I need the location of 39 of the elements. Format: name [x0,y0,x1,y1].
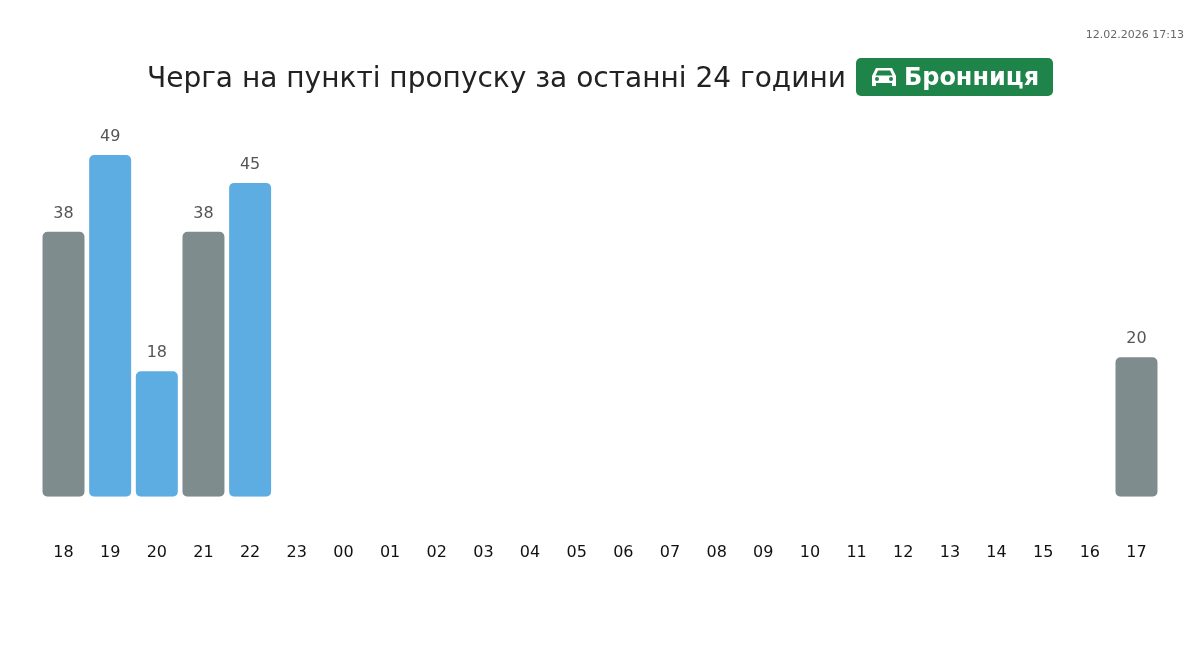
data-label: 49 [99,126,121,146]
x-tick-label: 14 [986,541,1007,561]
bar [229,182,272,497]
x-tick-label: 04 [519,541,541,561]
x-tick-label: 13 [939,541,961,561]
data-label: 38 [53,202,74,222]
x-tick-label: 15 [1033,541,1054,561]
bar [1115,357,1158,497]
x-tick-label: 16 [1079,541,1101,561]
x-tick-label: 05 [566,541,587,561]
x-tick-label: 02 [426,541,447,561]
x-tick-label: 21 [193,541,214,561]
data-label: 20 [1126,328,1147,348]
x-tick-label: 12 [893,541,914,561]
x-tick-label: 00 [333,541,354,561]
x-tick-label: 23 [286,541,307,561]
chart-subtitle: Бронниця [903,63,1040,91]
x-tick-label: 19 [99,541,121,561]
x-tick-label: 20 [146,541,167,561]
x-tick-label: 09 [753,541,774,561]
x-tick-label: 03 [473,541,494,561]
x-tick-label: 18 [53,541,74,561]
x-tick-label: 10 [799,541,821,561]
chart-title: Черга на пункті пропуску за останні 24 години [146,60,846,94]
x-tick-label: 08 [706,541,727,561]
data-label: 38 [193,202,214,222]
x-tick-label: 17 [1126,541,1147,561]
x-tick-label: 01 [379,541,401,561]
x-tick-label: 06 [613,541,634,561]
bar [42,231,85,497]
x-tick-label: 11 [846,541,867,561]
bar [135,371,178,497]
data-label: 45 [239,154,261,174]
bar [182,231,225,497]
data-label: 18 [146,342,167,362]
text: 12.02.2026 17:13 [1085,28,1184,41]
x-tick-label: 07 [659,541,681,561]
x-tick-label: 22 [239,541,261,561]
bar [89,154,132,497]
